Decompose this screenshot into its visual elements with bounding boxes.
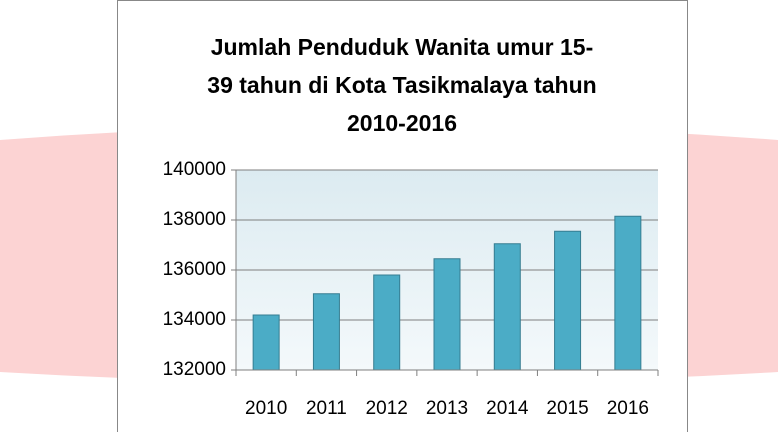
y-tick-label: 138000 <box>163 209 226 230</box>
y-tick-label: 132000 <box>163 359 226 380</box>
bar <box>614 215 642 371</box>
y-tick-label: 134000 <box>163 309 226 330</box>
x-tick-label: 2016 <box>607 398 649 419</box>
x-tick-label: 2011 <box>306 398 347 419</box>
bar <box>252 314 280 371</box>
y-tick-label: 140000 <box>163 159 226 180</box>
x-tick-label: 2014 <box>486 398 529 419</box>
bar <box>554 230 582 371</box>
x-tick-label: 2013 <box>426 398 468 419</box>
x-tick-label: 2012 <box>366 398 408 419</box>
bar <box>493 243 521 371</box>
bar <box>433 258 461 371</box>
bar <box>312 293 340 371</box>
x-tick-label: 2010 <box>245 398 287 419</box>
chart-title: Jumlah Penduduk Wanita umur 15- 39 tahun… <box>207 34 597 136</box>
bar <box>373 274 401 371</box>
y-tick-label: 136000 <box>163 259 226 280</box>
x-tick-label: 2015 <box>546 398 588 419</box>
